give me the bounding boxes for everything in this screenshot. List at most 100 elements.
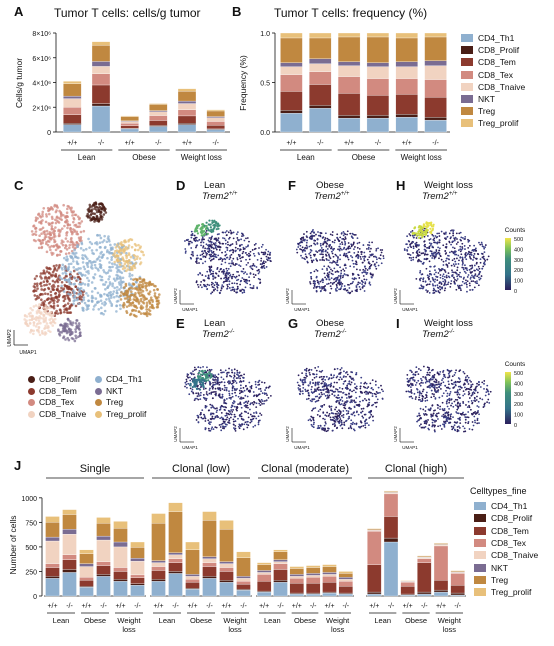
umap-c-point <box>152 288 156 292</box>
umap-c-point <box>138 257 142 260</box>
umap-c-point <box>86 263 89 267</box>
umap-density-point <box>230 289 232 292</box>
umap-density-point <box>334 412 337 415</box>
umap-density-point <box>220 429 223 432</box>
b-bar-3-cd8_prolif <box>366 115 390 119</box>
umap-c-point <box>65 248 69 251</box>
umap-density-point <box>306 260 309 263</box>
umap-density-point <box>370 410 373 413</box>
umap-c-point <box>32 224 36 228</box>
umap-density-point <box>475 262 478 265</box>
umap-c-point <box>46 243 50 247</box>
umap-c-point <box>49 293 53 297</box>
umap-density-point <box>345 413 348 415</box>
umap-density-point <box>255 406 258 409</box>
b-bar-3-cd8_tex <box>366 78 390 96</box>
umap-density-point <box>356 246 359 249</box>
umap-density-point <box>245 258 247 261</box>
umap-density-point <box>456 269 459 272</box>
umap-density-hotspot-point <box>432 225 435 228</box>
umap-density-point <box>433 273 436 276</box>
umap-density-point <box>247 400 250 403</box>
umap-density-point <box>340 232 343 234</box>
umap-density-point <box>342 410 345 412</box>
umap-density-point <box>303 381 305 384</box>
umap-density-hotspot-point <box>209 226 212 229</box>
umap-c-point <box>109 290 112 294</box>
umap-c-point <box>132 282 136 286</box>
umap-c-point <box>139 288 143 292</box>
umap-density-point <box>331 423 334 426</box>
umap-density-point <box>225 253 228 256</box>
umap-c-point <box>40 329 44 333</box>
umap-density-point <box>208 266 211 269</box>
umap-density-point <box>241 423 244 426</box>
umap-density-point <box>436 275 439 278</box>
umap-density-point <box>248 258 251 261</box>
umap-density-point <box>222 405 225 408</box>
umap-density-point <box>323 265 326 268</box>
a-bar-2-cd8_tnaive <box>120 121 139 124</box>
umap-density-hotspot-point <box>424 229 427 233</box>
umap-c-point <box>106 256 109 260</box>
umap-density-point <box>184 252 187 254</box>
umap-density-point <box>338 386 341 389</box>
umap-genotype: Trem2-/- <box>202 329 234 340</box>
umap-density-point <box>216 286 219 289</box>
umap-c-point <box>55 279 59 283</box>
umap-density-point <box>349 383 352 386</box>
umap-density-point <box>192 370 194 373</box>
umap-density-hotspot-point <box>422 223 425 226</box>
umap-density-point <box>464 264 466 267</box>
umap-density-point <box>311 425 314 428</box>
umap-c-point <box>51 270 55 274</box>
b-bar-1-cd8_prolif <box>309 105 332 109</box>
umap-density-point <box>322 248 325 251</box>
umap-density-point <box>307 394 310 397</box>
umap-density-point <box>195 419 198 421</box>
umap-density-hotspot-point <box>425 228 428 231</box>
umap-density-point <box>358 285 361 288</box>
umap-density-point <box>357 255 360 258</box>
umap-c-point <box>79 247 83 250</box>
umap-axis-x-label: UMAP1 <box>294 445 310 450</box>
umap-density-point <box>219 389 222 392</box>
umap-density-point <box>435 255 437 257</box>
umap-c-point <box>108 265 111 269</box>
umap-density-point <box>220 287 223 290</box>
umap-c-point <box>40 245 44 249</box>
umap-density-point <box>381 249 384 251</box>
umap-density-point <box>304 247 306 250</box>
umap-density-point <box>419 271 421 274</box>
umap-c-point <box>96 233 99 237</box>
umap-density-point <box>328 377 331 379</box>
umap-c-point <box>70 206 73 210</box>
umap-density-point <box>341 243 344 246</box>
umap-density-hotspot-point <box>204 369 207 372</box>
umap-c-point <box>98 246 102 249</box>
umap-density-point <box>319 425 322 427</box>
umap-density-hotspot-point <box>421 231 424 234</box>
umap-density-point <box>233 282 236 285</box>
umap-density-point <box>473 286 476 289</box>
umap-density-point <box>474 281 477 283</box>
umap-density-point <box>257 415 260 418</box>
umap-density-point <box>380 262 383 265</box>
umap-c-point <box>110 256 114 259</box>
umap-c-point <box>105 240 109 244</box>
umap-density-point <box>321 256 324 259</box>
umap-genotype: Trem2+/+ <box>202 191 237 202</box>
umap-title: Obese <box>316 180 344 191</box>
legend-ab-label: CD8_Prolif <box>478 45 520 56</box>
umap-density-point <box>370 247 372 250</box>
umap-density-point <box>343 370 345 373</box>
umap-c-point <box>65 218 69 222</box>
umap-density-point <box>429 280 432 283</box>
umap-density-point <box>350 255 352 257</box>
umap-density-point <box>334 408 336 411</box>
umap-density-point <box>354 262 357 265</box>
umap-density-point <box>460 253 463 256</box>
umap-density-point <box>334 415 337 418</box>
umap-density-point <box>374 401 376 404</box>
umap-density-point <box>428 260 431 263</box>
